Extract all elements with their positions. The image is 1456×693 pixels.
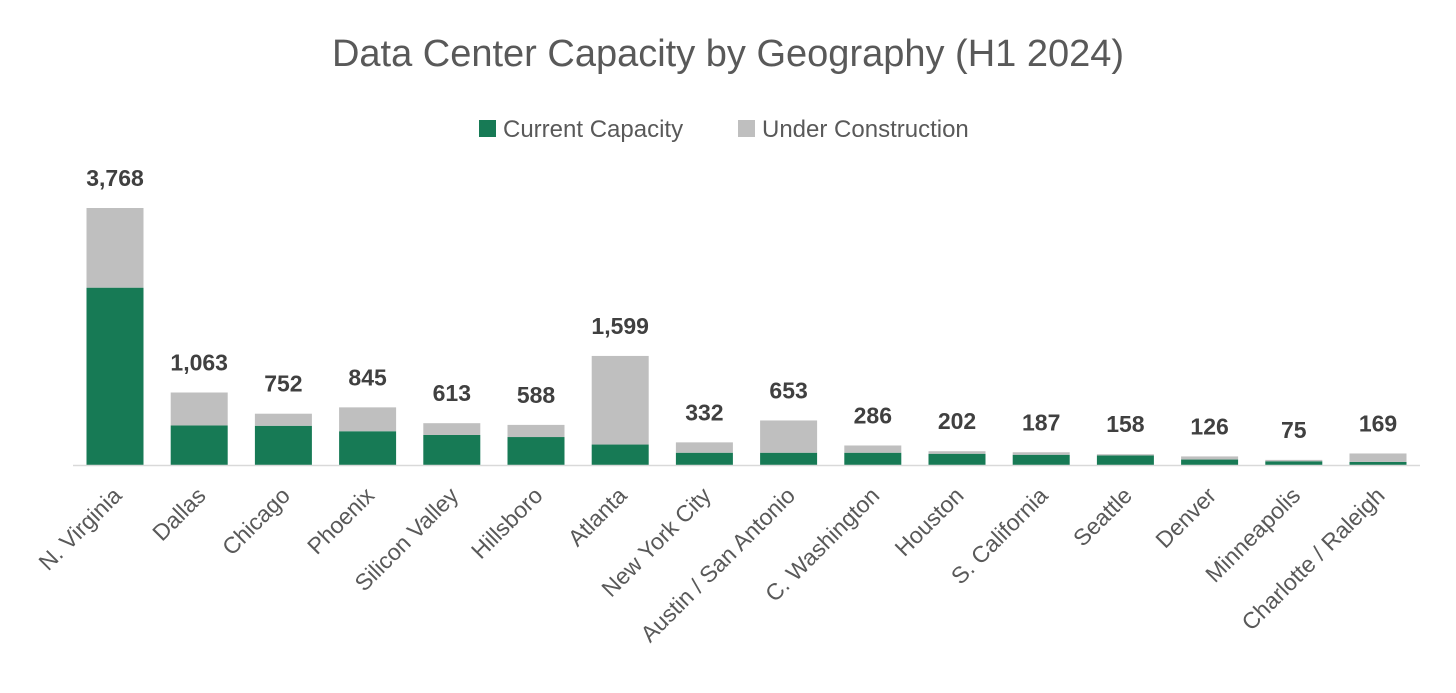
category-label-atlanta: Atlanta [563,482,632,551]
total-label-minneapolis: 75 [1281,417,1307,443]
total-label-c-washington: 286 [854,402,892,428]
bar-under-construction-n-virginia [86,208,144,288]
total-label-n-virginia: 3,768 [86,165,144,191]
category-label-chicago: Chicago [217,482,295,560]
total-labels-group: 3,768 1,063 752 845 613 588 1,599 332 653 286 202 1… [86,165,1397,443]
total-label-denver: 126 [1190,413,1228,439]
bar-under-construction-atlanta [591,355,649,445]
bar-under-construction-seattle [1096,454,1154,456]
total-label-houston: 202 [938,408,976,434]
total-label-dallas: 1,063 [170,350,228,376]
bar-under-construction-charlotte-raleigh [1349,453,1407,462]
bar-current-capacity-houston [928,453,986,465]
legend-label-current-capacity: Current Capacity [503,116,683,143]
bar-under-construction-s-california [1012,452,1070,455]
legend-swatch-current-capacity [479,120,496,137]
bar-under-construction-denver [1181,456,1239,460]
category-label-hillsboro: Hillsboro [466,482,548,564]
bar-current-capacity-dallas [170,425,228,465]
bar-current-capacity-atlanta [591,444,649,465]
legend-label-under-construction: Under Construction [762,116,969,143]
bar-under-construction-dallas [170,392,228,426]
bar-current-capacity-c-washington [844,452,902,465]
bar-current-capacity-seattle [1096,455,1154,465]
bar-current-capacity-austin-san-antonio [760,452,818,465]
bar-current-capacity-phoenix [339,431,397,465]
bar-current-capacity-n-virginia [86,287,144,465]
bar-current-capacity-chicago [254,425,312,465]
bar-current-capacity-s-california [1012,454,1070,465]
bar-under-construction-new-york-city [675,442,733,453]
legend: Current Capacity Under Construction [479,116,969,143]
bar-under-construction-minneapolis [1265,459,1323,462]
bar-current-capacity-new-york-city [675,452,733,465]
chart-title: Data Center Capacity by Geography (H1 20… [332,33,1124,75]
bars-group [86,208,1407,465]
bar-current-capacity-silicon-valley [423,434,481,465]
legend-swatch-under-construction [738,120,755,137]
total-label-austin-san-antonio: 653 [769,377,807,403]
bar-under-construction-houston [928,451,986,454]
category-label-charlotte-raleigh: Charlotte / Raleigh [1236,482,1389,635]
bar-under-construction-chicago [254,413,312,426]
bar-under-construction-austin-san-antonio [760,420,818,453]
total-label-hillsboro: 588 [517,382,556,408]
total-label-seattle: 158 [1106,411,1145,437]
category-label-phoenix: Phoenix [302,482,380,560]
bar-current-capacity-minneapolis [1265,461,1323,465]
total-label-silicon-valley: 613 [433,380,471,406]
total-label-atlanta: 1,599 [591,313,649,339]
category-label-seattle: Seattle [1068,482,1137,551]
bar-under-construction-hillsboro [507,424,565,438]
total-label-chicago: 752 [264,371,302,397]
total-label-s-california: 187 [1022,409,1060,435]
category-label-houston: Houston [890,482,969,561]
total-label-charlotte-raleigh: 169 [1359,410,1397,436]
bar-under-construction-c-washington [844,445,902,453]
bar-current-capacity-denver [1181,459,1239,465]
bar-under-construction-silicon-valley [423,423,481,435]
category-label-n-virginia: N. Virginia [33,482,126,575]
bar-under-construction-phoenix [339,407,397,432]
category-label-dallas: Dallas [147,482,211,546]
bar-current-capacity-hillsboro [507,437,565,465]
category-label-austin-san-antonio: Austin / San Antonio [635,482,800,647]
bar-current-capacity-charlotte-raleigh [1349,461,1407,465]
total-label-new-york-city: 332 [685,399,723,425]
category-label-denver: Denver [1150,482,1221,553]
total-label-phoenix: 845 [348,364,387,390]
